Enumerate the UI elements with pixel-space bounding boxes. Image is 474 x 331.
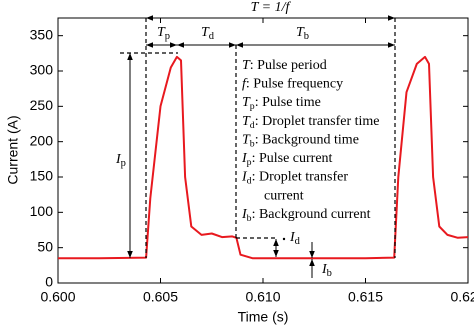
subscript: b: [304, 31, 309, 42]
legend-text: : Pulse time: [255, 95, 321, 110]
symbol: T: [242, 58, 251, 73]
symbol: I: [241, 207, 248, 222]
legend-text: : Pulse period: [250, 58, 327, 73]
y-tick-label: 0: [45, 274, 53, 290]
y-axis-label: Current (A): [5, 115, 21, 184]
legend-entry: Id: Droplet transfer: [241, 170, 348, 187]
symbol: T: [201, 25, 210, 40]
legend-text: : Droplet transfer: [252, 170, 349, 185]
subscript: p: [121, 158, 126, 169]
legend-entry: Ip: Pulse current: [241, 151, 333, 168]
symbol: T: [242, 95, 251, 110]
legend-entry: Td: Droplet transfer time: [242, 114, 380, 131]
y-tick-label: 100: [30, 203, 54, 219]
dot: [282, 237, 286, 241]
subscript: b: [247, 213, 252, 224]
symbol: T: [242, 133, 251, 148]
period-label: T = 1/f: [251, 0, 292, 15]
symbol: I: [289, 230, 296, 245]
x-axis-label: Time (s): [238, 309, 289, 325]
legend-entry: Tp: Pulse time: [242, 95, 321, 112]
span-label: Tp: [157, 25, 170, 42]
y-tick-label: 50: [37, 238, 53, 254]
legend-entry: Tb: Background time: [242, 133, 359, 150]
symbol: T: [296, 25, 305, 40]
subscript: b: [250, 139, 255, 150]
legend-text: : Background current: [252, 207, 371, 222]
legend-text: current: [264, 188, 304, 203]
legend-text: : Pulse current: [252, 151, 333, 166]
y-tick-label: 200: [30, 132, 54, 148]
subscript: p: [165, 31, 170, 42]
level-label: Ib: [321, 262, 332, 279]
x-tick-label: 0.605: [143, 289, 178, 305]
symbol: I: [241, 151, 248, 166]
span-label: Tb: [296, 25, 309, 42]
symbol: I: [241, 170, 248, 185]
subscript: b: [327, 268, 332, 279]
symbol: f: [242, 77, 248, 92]
subscript: d: [247, 176, 252, 187]
legend-text: : Droplet transfer time: [255, 114, 380, 129]
span-label: Td: [201, 25, 215, 42]
x-tick-label: 0.610: [245, 289, 280, 305]
subscript: d: [209, 31, 215, 42]
current-line: [58, 55, 469, 260]
legend-text: : Pulse frequency: [246, 77, 343, 92]
level-label: Ip: [115, 152, 126, 169]
level-label: Id: [289, 230, 301, 247]
y-tick-label: 350: [30, 26, 54, 42]
symbol: T: [157, 25, 166, 40]
subscript: p: [250, 101, 255, 112]
legend-text: : Background time: [255, 133, 359, 148]
symbol: T: [242, 114, 251, 129]
x-tick-label: 0.620: [450, 289, 474, 305]
symbol: I: [321, 262, 328, 277]
x-tick-label: 0.600: [40, 289, 75, 305]
subscript: d: [295, 236, 301, 247]
subscript: p: [247, 157, 252, 168]
x-tick-label: 0.615: [348, 289, 383, 305]
legend-entry: f: Pulse frequency: [242, 77, 343, 92]
y-tick-label: 150: [30, 168, 54, 184]
y-tick-label: 300: [30, 62, 54, 78]
legend-entry: Ib: Background current: [241, 207, 371, 224]
symbol: I: [115, 152, 122, 167]
y-tick-label: 250: [30, 97, 54, 113]
subscript: d: [250, 120, 255, 131]
legend-entry: T: Pulse period: [242, 58, 327, 73]
